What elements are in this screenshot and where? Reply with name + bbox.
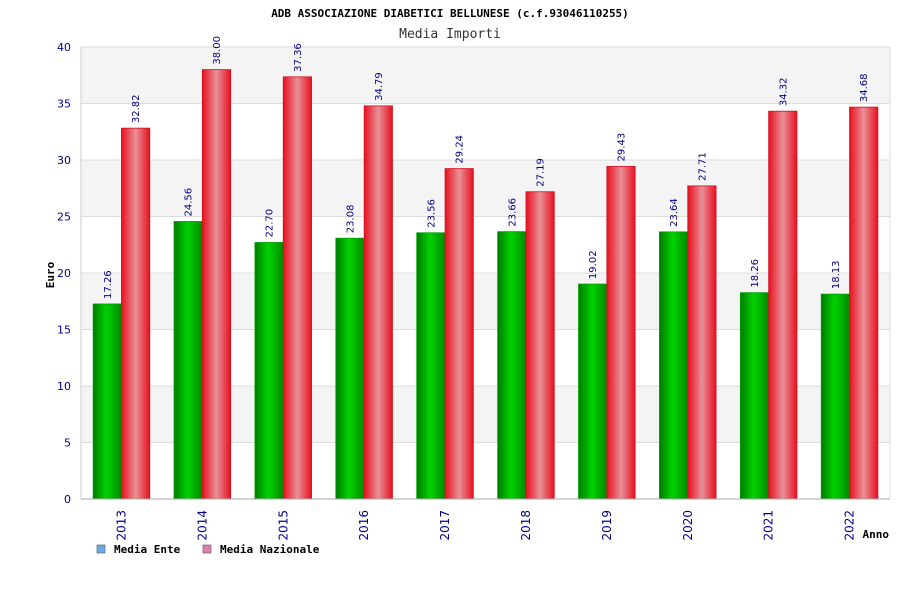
- legend-label: Media Ente: [114, 543, 181, 556]
- data-label: 29.24: [455, 135, 466, 164]
- data-labels: 17.26 32.82 24.56 38.00 22.70 37.36 23.08 34.79…: [103, 36, 870, 299]
- data-label: 22.70: [265, 209, 276, 238]
- y-tick-label: 25: [57, 211, 71, 224]
- bar-media-ente: [173, 221, 203, 500]
- bar-media-ente: [335, 237, 365, 500]
- x-tick-label: 2022: [843, 510, 857, 541]
- data-label: 32.82: [131, 94, 142, 123]
- y-axis-label: Euro: [44, 261, 57, 288]
- bars: [92, 69, 879, 500]
- bar-media-nazionale: [525, 191, 555, 500]
- bar-media-nazionale: [201, 69, 232, 500]
- x-axis-label: Anno: [863, 528, 890, 541]
- bar-media-ente: [254, 242, 284, 500]
- bar-media-ente: [416, 232, 446, 500]
- legend-swatch: [96, 544, 106, 554]
- data-label: 18.13: [831, 260, 842, 289]
- data-label: 34.68: [859, 73, 870, 102]
- data-label: 38.00: [212, 36, 223, 65]
- bar-media-nazionale: [606, 166, 636, 500]
- data-label: 27.19: [536, 158, 547, 187]
- bar-media-nazionale: [282, 76, 312, 500]
- bar-media-nazionale: [687, 185, 717, 500]
- y-tick-label: 0: [64, 493, 71, 506]
- data-label: 23.56: [426, 199, 437, 228]
- data-label: 23.08: [345, 205, 356, 234]
- bar-media-ente: [92, 303, 122, 500]
- data-label: 24.56: [184, 188, 195, 217]
- legend: Media Ente Media Nazionale: [96, 543, 320, 556]
- data-label: 17.26: [103, 270, 114, 299]
- bar-media-ente: [578, 283, 608, 500]
- bar-media-nazionale: [768, 110, 798, 500]
- y-tick-label: 30: [57, 154, 71, 167]
- data-label: 34.32: [778, 78, 789, 107]
- x-tick-label: 2016: [357, 510, 371, 541]
- x-tick-label: 2021: [762, 510, 776, 541]
- y-tick-labels: 0 5 10 15 20 25 30 35 40: [57, 41, 71, 506]
- axes: [80, 47, 891, 500]
- data-label: 23.66: [507, 198, 518, 227]
- bar-media-nazionale: [444, 168, 474, 500]
- x-tick-label: 2015: [276, 510, 290, 541]
- bar-media-ente: [497, 231, 527, 500]
- x-tick-label: 2018: [519, 510, 533, 541]
- x-tick-label: 2013: [114, 510, 128, 541]
- x-tick-labels: 2013 2014 2015 2016 2017 2018 2019 2020 2021 2022: [114, 510, 856, 541]
- chart-subtitle: Media Importi: [399, 27, 501, 42]
- y-tick-label: 5: [64, 437, 71, 450]
- bar-media-ente: [659, 231, 689, 500]
- data-label: 23.64: [669, 198, 680, 227]
- chart-title: ADB ASSOCIAZIONE DIABETICI BELLUNESE (c.…: [271, 7, 629, 20]
- bar-media-ente: [739, 292, 770, 500]
- data-label: 19.02: [588, 250, 599, 279]
- legend-label: Media Nazionale: [220, 543, 320, 556]
- y-tick-label: 40: [57, 41, 71, 54]
- legend-swatch: [202, 544, 212, 554]
- x-tick-label: 2019: [600, 510, 614, 541]
- data-label: 27.71: [697, 152, 708, 181]
- bar-media-nazionale: [121, 127, 151, 500]
- y-tick-label: 10: [57, 380, 71, 393]
- data-label: 37.36: [293, 43, 304, 72]
- x-tick-label: 2014: [195, 510, 209, 541]
- bar-media-nazionale: [849, 106, 879, 500]
- bar-media-nazionale: [363, 105, 393, 500]
- x-tick-label: 2020: [681, 510, 695, 541]
- y-tick-label: 35: [57, 98, 71, 111]
- data-label: 34.79: [374, 72, 385, 101]
- data-label: 18.26: [750, 259, 761, 288]
- y-tick-label: 15: [57, 324, 71, 337]
- y-tick-label: 20: [57, 267, 71, 280]
- bar-media-ente: [820, 293, 850, 500]
- x-tick-label: 2017: [438, 510, 452, 541]
- data-label: 29.43: [617, 133, 628, 162]
